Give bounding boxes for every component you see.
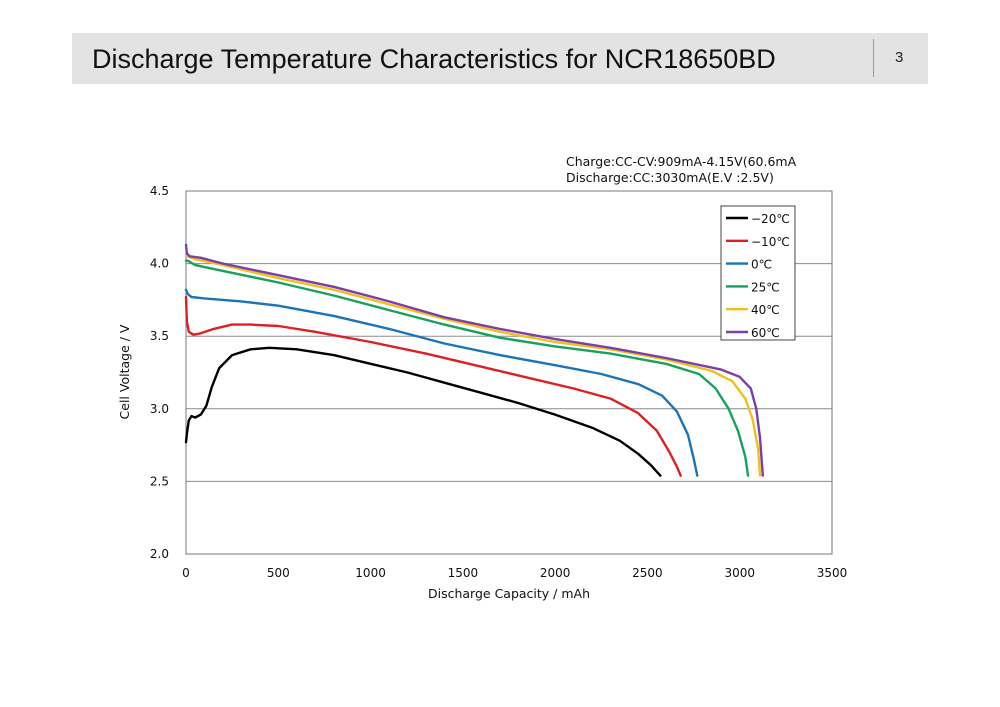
y-tick-label: 2.0 bbox=[150, 547, 169, 561]
discharge-condition-note: Discharge:CC:3030mA(E.V :2.5V) bbox=[566, 170, 774, 185]
x-tick-label: 3000 bbox=[724, 566, 755, 580]
series-line-5 bbox=[184, 243, 764, 477]
y-tick-label: 3.0 bbox=[150, 402, 169, 416]
legend-box bbox=[720, 205, 796, 341]
x-tick-label: 0 bbox=[182, 566, 190, 580]
y-tick-label: 3.5 bbox=[150, 329, 169, 343]
title-divider bbox=[873, 39, 874, 77]
page-number: 3 bbox=[895, 49, 904, 66]
legend-label: −20℃ bbox=[751, 212, 790, 226]
x-tick-label: 2000 bbox=[540, 566, 571, 580]
x-tick-label: 500 bbox=[267, 566, 290, 580]
x-tick-label: 1000 bbox=[355, 566, 386, 580]
y-tick-label: 2.5 bbox=[150, 474, 169, 488]
series-line-2 bbox=[184, 288, 699, 477]
title-bar: Discharge Temperature Characteristics fo… bbox=[72, 33, 928, 84]
series-line-0 bbox=[184, 346, 662, 477]
legend-label: 40℃ bbox=[751, 303, 780, 317]
plot-frame bbox=[185, 190, 833, 555]
legend-label: 0℃ bbox=[751, 258, 772, 272]
series-lines bbox=[184, 243, 764, 477]
tick-labels: 2.0 2.5 3.0 3.5 4.0 4.5 0 500 1000 1500 2000 2500 30… bbox=[150, 184, 847, 580]
x-tick-label: 2500 bbox=[632, 566, 663, 580]
legend-label: 60℃ bbox=[751, 326, 780, 340]
x-tick-label: 3500 bbox=[817, 566, 848, 580]
legend: −20℃ −10℃ 0℃ 25℃ 40℃ 60℃ bbox=[720, 205, 796, 341]
y-axis-label: Cell Voltage / V bbox=[117, 324, 132, 419]
x-axis-label: Discharge Capacity / mAh bbox=[428, 586, 590, 601]
series-line-4 bbox=[184, 255, 762, 477]
y-tick-label: 4.0 bbox=[150, 257, 169, 271]
charge-condition-note: Charge:CC-CV:909mA-4.15V(60.6mA bbox=[566, 154, 797, 169]
y-tick-label: 4.5 bbox=[150, 184, 169, 198]
page-title: Discharge Temperature Characteristics fo… bbox=[92, 44, 776, 74]
series-line-1 bbox=[184, 295, 682, 477]
series-line-3 bbox=[184, 259, 750, 477]
legend-label: −10℃ bbox=[751, 235, 790, 249]
x-tick-label: 1500 bbox=[448, 566, 479, 580]
legend-label: 25℃ bbox=[751, 280, 780, 294]
